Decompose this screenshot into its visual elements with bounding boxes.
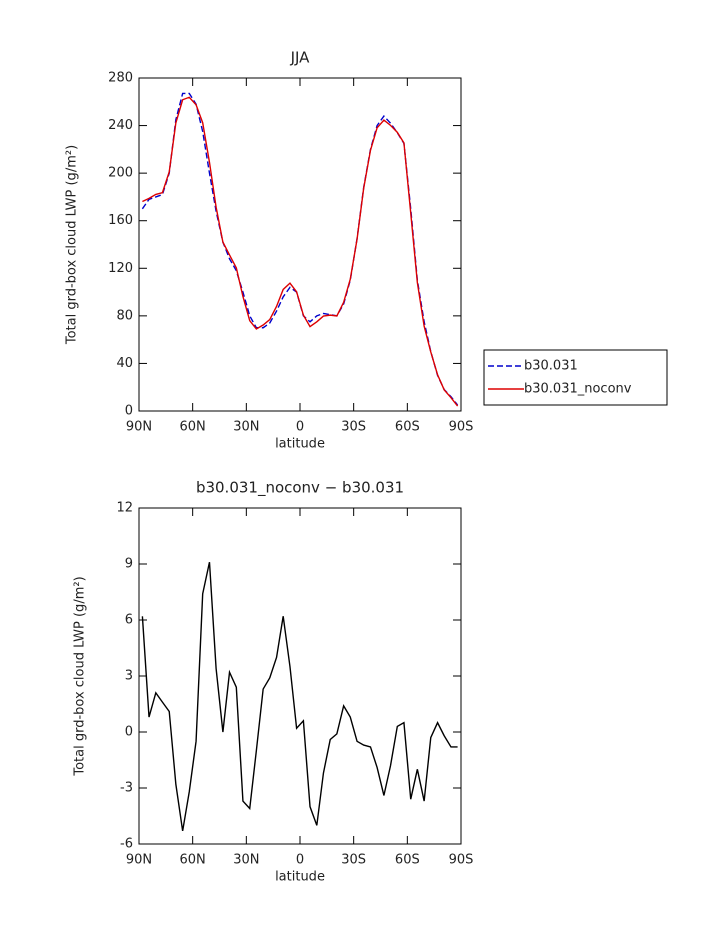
x-tick-label: 60N — [180, 420, 206, 435]
x-tick-label: 90S — [449, 853, 474, 868]
y-tick-label: 9 — [125, 557, 133, 572]
y-tick-label: -3 — [120, 781, 133, 796]
y-tick-label: 200 — [108, 166, 133, 181]
data-line — [141, 92, 459, 406]
legend-label: b30.031_noconv — [524, 382, 632, 397]
legend-label: b30.031 — [524, 359, 578, 374]
y-axis-label: Total grd-box cloud LWP (g/m²) — [73, 576, 88, 776]
y-tick-label: 0 — [125, 404, 133, 419]
y-tick-label: 40 — [116, 356, 133, 371]
plot-frame — [138, 77, 462, 412]
x-tick-label: 30N — [233, 420, 259, 435]
x-tick-label: 0 — [296, 853, 304, 868]
plot-frame — [138, 507, 462, 845]
x-axis-label: latitude — [275, 870, 325, 885]
y-tick-label: 160 — [108, 213, 133, 228]
x-tick-label: 90N — [126, 853, 152, 868]
x-tick-label: 60S — [395, 853, 420, 868]
data-line — [142, 96, 459, 407]
data-line — [141, 561, 458, 832]
x-tick-label: 90S — [449, 420, 474, 435]
x-tick-label: 30N — [233, 853, 259, 868]
chart-title: JJA — [290, 49, 311, 67]
y-tick-label: -6 — [120, 837, 133, 852]
y-tick-label: 240 — [108, 118, 133, 133]
y-tick-label: 6 — [125, 613, 133, 628]
x-tick-label: 0 — [296, 420, 304, 435]
x-tick-label: 30S — [341, 853, 366, 868]
x-tick-label: 30S — [341, 420, 366, 435]
y-axis-label: Total grd-box cloud LWP (g/m²) — [65, 145, 80, 345]
y-tick-label: 3 — [125, 669, 133, 684]
x-tick-label: 60S — [395, 420, 420, 435]
y-tick-label: 80 — [116, 308, 133, 323]
y-tick-label: 0 — [125, 725, 133, 740]
legend-box — [483, 349, 668, 406]
chart-title: b30.031_noconv − b30.031 — [196, 479, 404, 498]
y-tick-label: 120 — [108, 261, 133, 276]
x-axis-label: latitude — [275, 437, 325, 452]
y-tick-label: 280 — [108, 71, 133, 86]
x-tick-label: 90N — [126, 420, 152, 435]
y-tick-label: 12 — [116, 501, 133, 516]
x-tick-label: 60N — [180, 853, 206, 868]
